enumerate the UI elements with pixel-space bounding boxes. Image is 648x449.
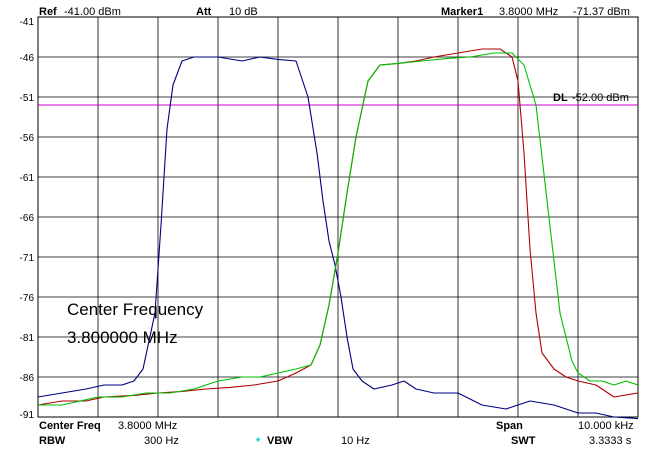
y-tick-label: -46 xyxy=(20,53,35,64)
ref-label: Ref xyxy=(39,6,57,18)
traces xyxy=(37,48,639,420)
trace-3 xyxy=(38,52,639,406)
y-tick-label: -56 xyxy=(20,133,35,144)
display-line-value: -52.00 dBm xyxy=(572,92,629,104)
swt-value: 3.3333 s xyxy=(589,435,632,447)
y-tick-label: -41 xyxy=(20,17,35,28)
grid xyxy=(38,17,638,417)
att-value: 10 dB xyxy=(229,6,258,18)
y-tick-label: -61 xyxy=(20,173,35,184)
y-tick-label: -91 xyxy=(20,410,35,421)
center-freq-label: Center Freq xyxy=(39,420,101,432)
swt-label: SWT xyxy=(511,435,536,447)
marker-frequency: 3.8000 MHz xyxy=(499,6,558,18)
rbw-label: RBW xyxy=(39,435,66,447)
center-frequency-annotation-line1: Center Frequency xyxy=(67,300,204,319)
span-label: Span xyxy=(496,420,523,432)
y-tick-label: -76 xyxy=(20,293,35,304)
y-tick-label: -86 xyxy=(20,373,35,384)
span-value: 10.000 kHz xyxy=(578,420,634,432)
vbw-star-icon: * xyxy=(256,436,261,448)
display-line-label: DL xyxy=(553,92,568,104)
y-tick-label: -51 xyxy=(20,93,35,104)
center-frequency-annotation-line2: 3.800000 MHz xyxy=(67,328,178,347)
vbw-value: 10 Hz xyxy=(341,435,370,447)
ref-value: -41.00 dBm xyxy=(64,6,121,18)
att-label: Att xyxy=(196,6,212,18)
y-tick-label: -81 xyxy=(20,333,35,344)
trace-1 xyxy=(37,56,639,420)
center-freq-value: 3.8000 MHz xyxy=(118,420,177,432)
y-axis-ticks: -41 -46 -51 -56 -61 -66 -71 -76 -81 -86 -91 xyxy=(20,17,35,421)
y-tick-label: -71 xyxy=(20,253,35,264)
y-tick-label: -66 xyxy=(20,213,35,224)
rbw-value: 300 Hz xyxy=(144,435,179,447)
marker-level: -71.37 dBm xyxy=(573,6,630,18)
vbw-label: VBW xyxy=(267,435,293,447)
marker-label: Marker1 xyxy=(441,6,483,18)
